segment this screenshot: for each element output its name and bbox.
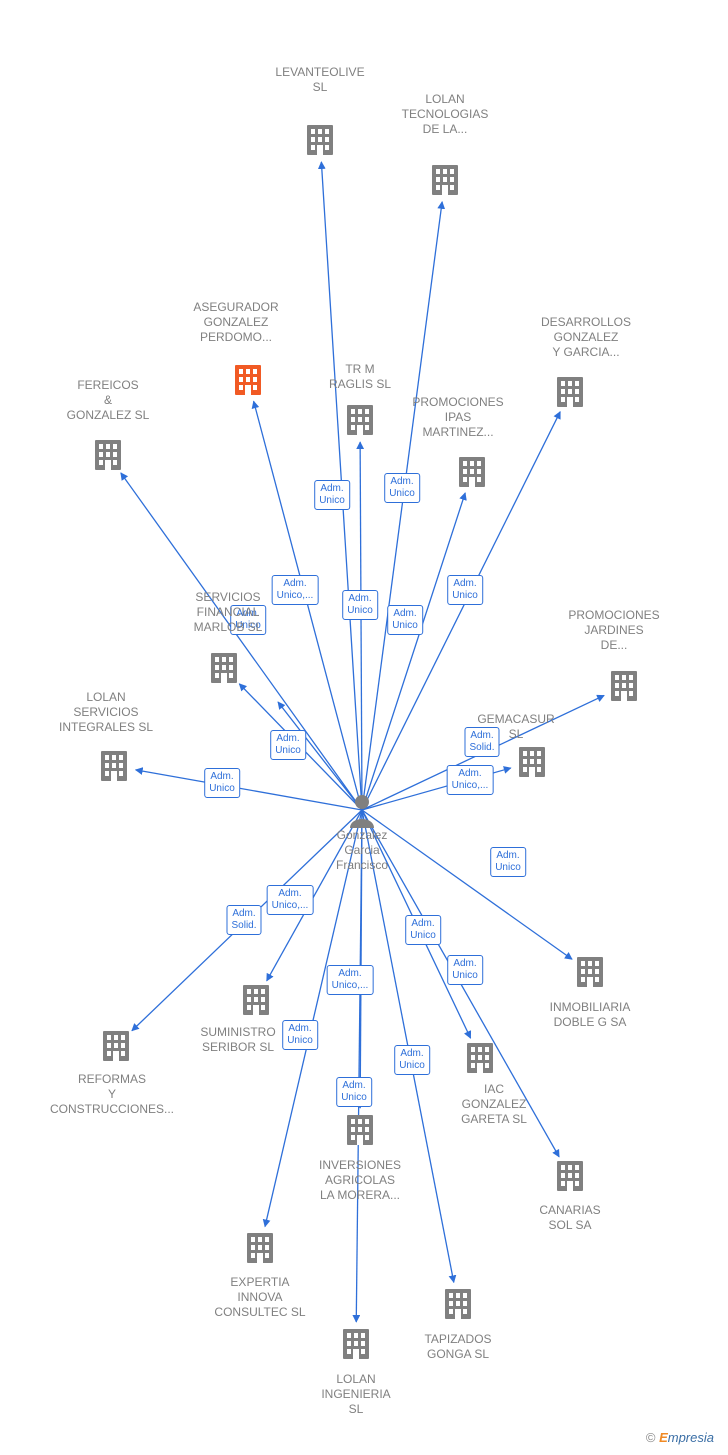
- building-icon[interactable]: [516, 745, 548, 779]
- edge: [267, 810, 362, 981]
- edge: [362, 810, 454, 1282]
- building-icon[interactable]: [554, 375, 586, 409]
- building-icon[interactable]: [344, 1113, 376, 1147]
- building-icon[interactable]: [429, 163, 461, 197]
- building-icon[interactable]: [608, 669, 640, 703]
- building-icon[interactable]: [340, 1327, 372, 1361]
- building-icon[interactable]: [100, 1029, 132, 1063]
- building-icon[interactable]: [554, 1159, 586, 1193]
- edge: [362, 810, 559, 1157]
- watermark-logo: E: [659, 1430, 668, 1445]
- building-icon[interactable]: [98, 749, 130, 783]
- building-icon[interactable]: [464, 1041, 496, 1075]
- building-icon[interactable]: [92, 438, 124, 472]
- building-icon[interactable]: [456, 455, 488, 489]
- building-icon[interactable]: [344, 403, 376, 437]
- edge: [362, 202, 442, 810]
- person-icon[interactable]: [347, 792, 377, 828]
- building-icon[interactable]: [232, 363, 264, 397]
- edge: [362, 810, 572, 959]
- network-canvas: [0, 0, 728, 1455]
- edge: [356, 810, 362, 1322]
- copyright-symbol: ©: [646, 1430, 656, 1445]
- building-icon[interactable]: [244, 1231, 276, 1265]
- edge: [362, 493, 465, 810]
- building-icon[interactable]: [442, 1287, 474, 1321]
- watermark: © Empresia: [646, 1430, 714, 1445]
- building-icon[interactable]: [208, 651, 240, 685]
- edge: [265, 810, 362, 1227]
- building-icon[interactable]: [574, 955, 606, 989]
- building-icon[interactable]: [304, 123, 336, 157]
- watermark-text: mpresia: [668, 1430, 714, 1445]
- edge: [254, 401, 362, 810]
- building-icon[interactable]: [240, 983, 272, 1017]
- edge: [362, 810, 471, 1038]
- edge: [321, 162, 362, 810]
- edge: [360, 442, 362, 810]
- edge: [121, 473, 362, 810]
- edge: [362, 695, 604, 810]
